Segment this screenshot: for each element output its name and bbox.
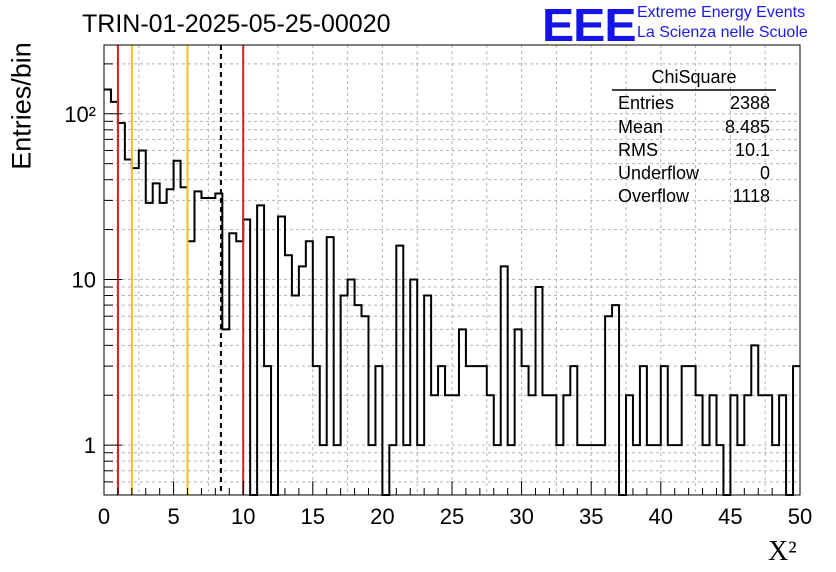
x-axis-label: X² (768, 536, 797, 567)
stats-value: 1118 (732, 186, 770, 206)
histogram-step-line (104, 88, 800, 496)
x-tick-label: 40 (649, 504, 673, 529)
x-tick-label: 20 (370, 504, 394, 529)
y-tick-label: 1 (84, 433, 96, 458)
stats-value: 2388 (729, 93, 770, 113)
x-tick-label: 0 (98, 504, 110, 529)
x-tick-label: 5 (167, 504, 179, 529)
stats-key: Overflow (618, 186, 690, 206)
x-tick-label: 45 (718, 504, 742, 529)
stats-value: 10.1 (734, 140, 770, 160)
logo-caption-line1: Extreme Energy Events (637, 4, 806, 21)
x-tick-label: 30 (509, 504, 533, 529)
x-tick-label: 15 (301, 504, 325, 529)
stats-key: RMS (618, 140, 658, 160)
x-tick-label: 50 (788, 504, 812, 529)
stats-value: 8.485 (724, 117, 770, 137)
stats-value: 0 (759, 163, 770, 183)
stats-key: Underflow (618, 163, 700, 183)
y-tick-label: 10 (72, 267, 96, 292)
stats-key: Entries (618, 93, 675, 113)
eee-logo-mark: EEE (542, 0, 637, 51)
x-tick-label: 35 (579, 504, 603, 529)
stats-box-title: ChiSquare (651, 67, 737, 87)
stats-key: Mean (618, 117, 664, 137)
x-tick-label: 25 (440, 504, 464, 529)
logo-caption-line2: La Scienza nelle Scuole (637, 24, 808, 41)
chart-title: TRIN-01-2025-05-25-00020 (82, 10, 391, 38)
x-tick-label: 10 (231, 504, 255, 529)
y-tick-label: 10² (64, 102, 96, 127)
